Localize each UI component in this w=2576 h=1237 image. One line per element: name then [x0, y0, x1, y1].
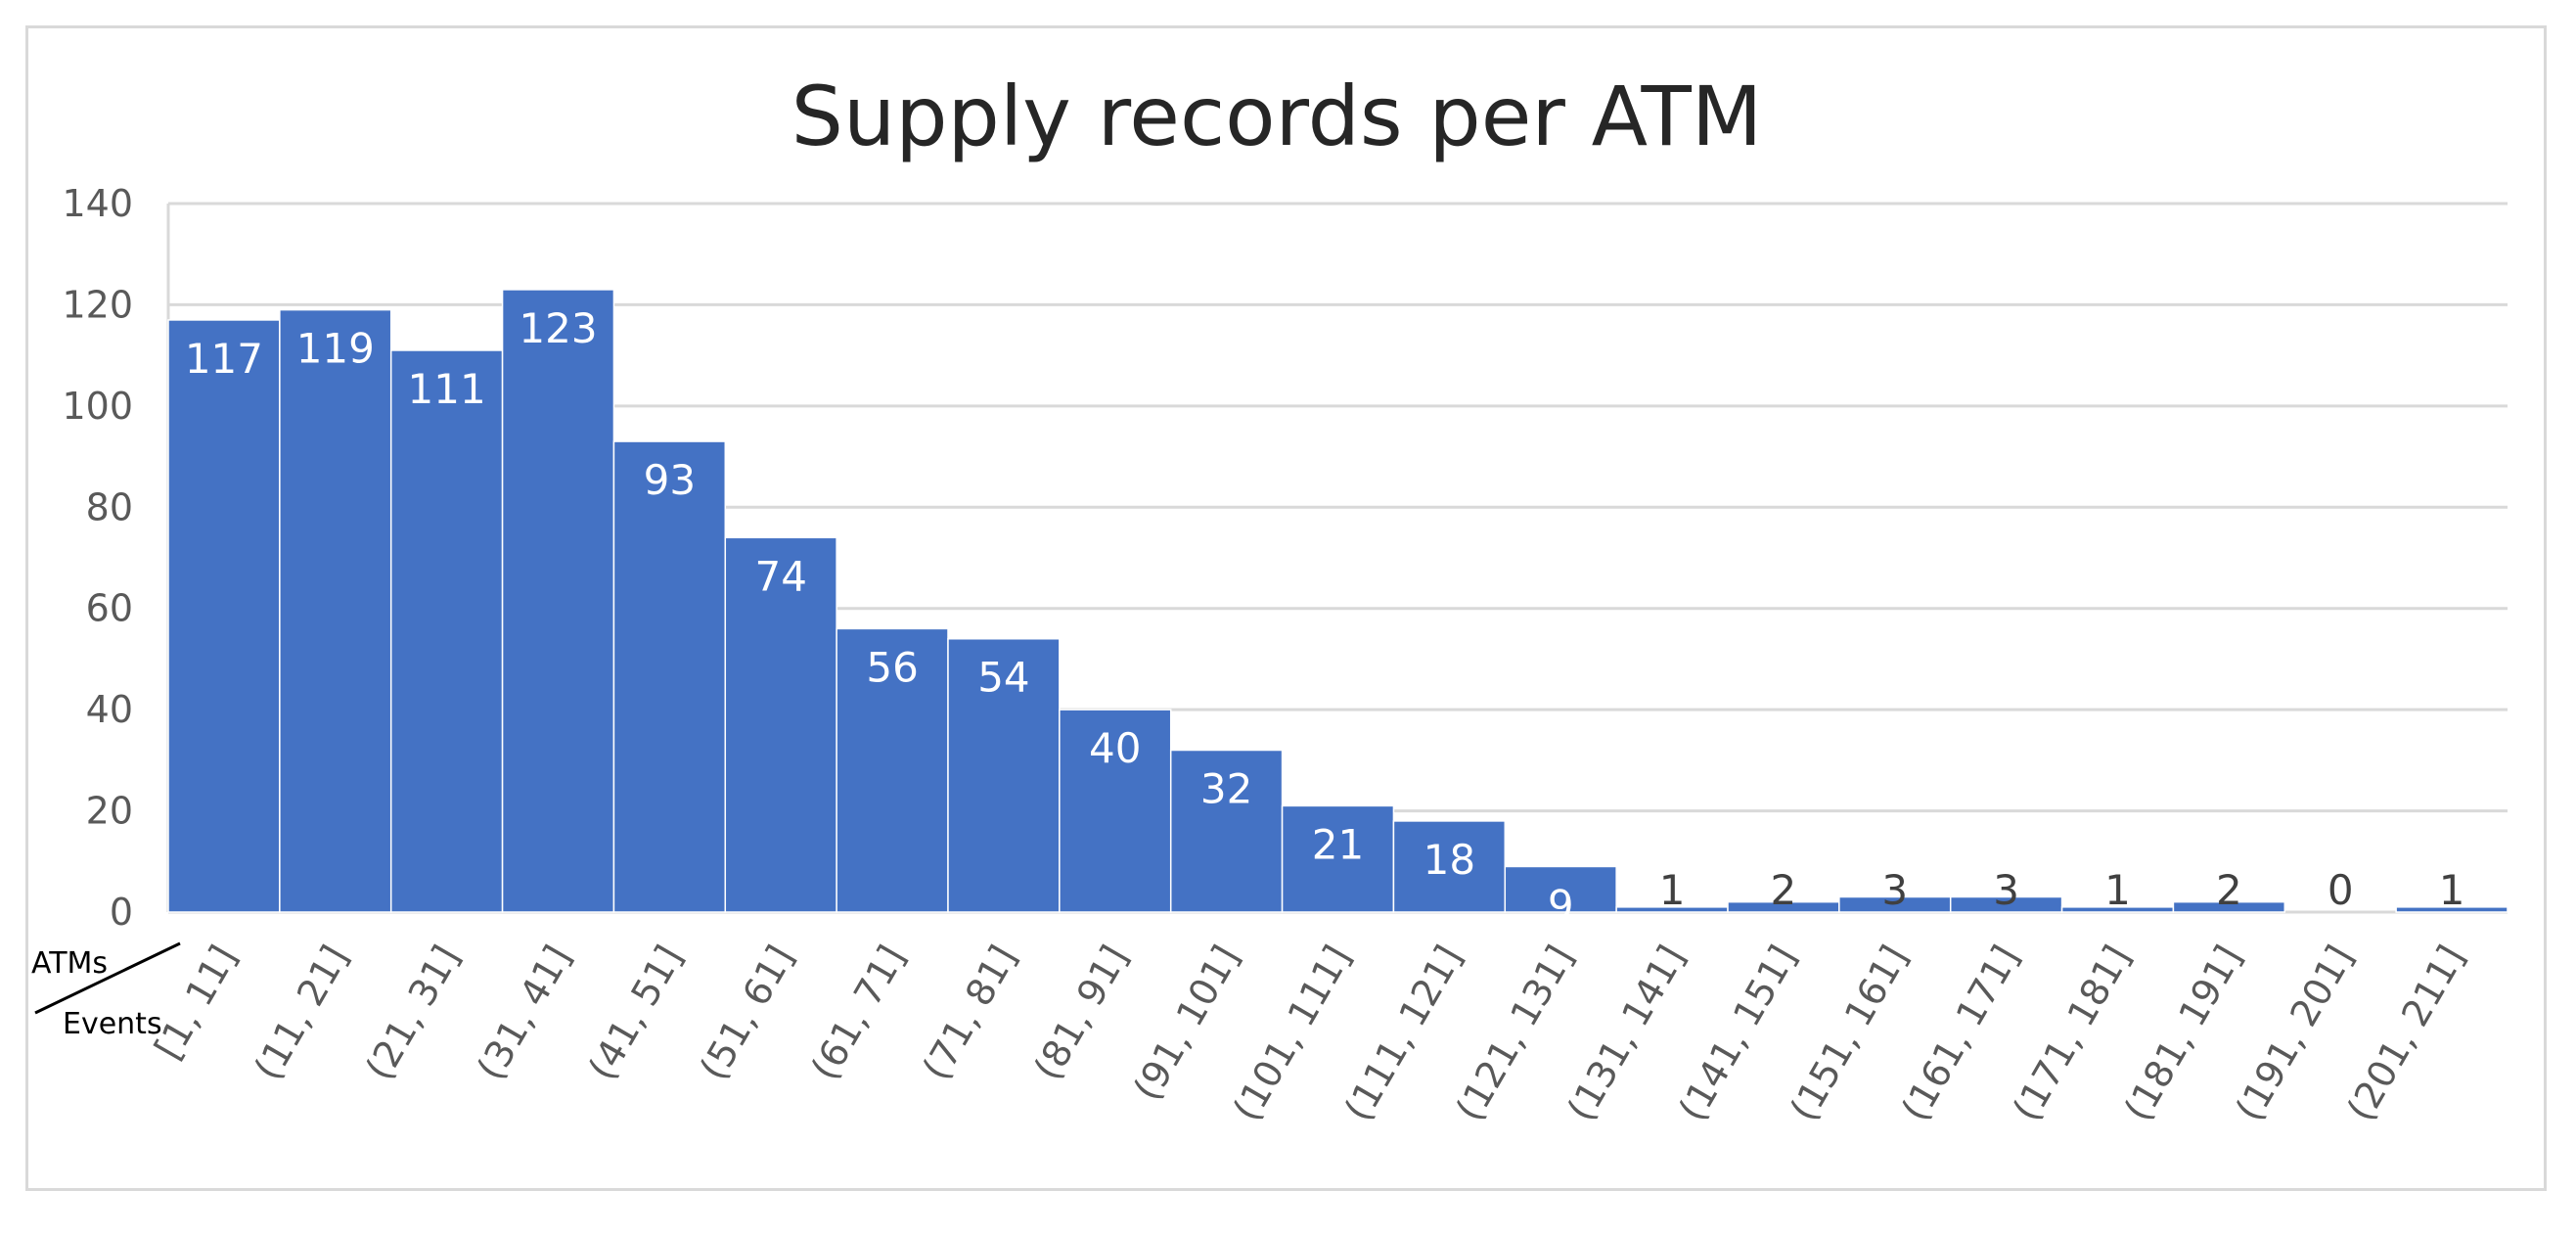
data-label: 1 [2439, 866, 2465, 914]
y-axis-ticks: 0 20 40 60 80 100 120 140 [62, 182, 133, 934]
bar-18 [2172, 900, 2286, 913]
data-label: 1 [1659, 866, 1686, 914]
bar-3 [501, 289, 615, 913]
bar-1 [279, 308, 392, 913]
bar-0 [167, 319, 281, 913]
y-tick-label: 80 [86, 485, 133, 528]
y-tick-label: 40 [86, 688, 133, 731]
data-label: 2 [2216, 866, 2242, 914]
data-label: 3 [1993, 866, 2019, 914]
data-label: 74 [754, 552, 806, 600]
bar-12 [1504, 865, 1617, 913]
corner-diagonal-line [34, 941, 181, 1015]
x-tick-label: (61, 71] [803, 939, 914, 1087]
x-tick-label: [1, 11] [146, 939, 245, 1067]
corner-label-atms: ATMs [31, 946, 108, 981]
x-tick-label: (11, 21] [246, 939, 356, 1087]
data-label: 119 [296, 325, 375, 373]
data-label: 56 [866, 643, 918, 691]
data-label: 54 [977, 654, 1029, 702]
x-tick-label: (51, 61] [692, 939, 802, 1087]
y-tick-label: 120 [62, 283, 133, 326]
corner-header: ATMs Events [31, 941, 181, 1041]
data-label: 18 [1424, 836, 1475, 884]
x-tick-label: (71, 81] [914, 939, 1024, 1087]
data-label: 93 [644, 456, 696, 504]
x-tick-label: (41, 51] [580, 939, 691, 1087]
bar-9 [1169, 749, 1284, 913]
y-tick-label: 60 [86, 587, 133, 630]
x-tick-label: (91, 101] [1125, 939, 1247, 1108]
bar-6 [836, 627, 949, 913]
bar-2 [389, 349, 504, 913]
data-label: 0 [2327, 866, 2354, 914]
y-tick-label: 0 [110, 891, 133, 934]
data-label: 117 [185, 335, 263, 383]
chart-title: Supply records per ATM [791, 69, 1763, 164]
data-label: 32 [1200, 765, 1252, 813]
data-label: 1 [2104, 866, 2131, 914]
data-label: 2 [1771, 866, 1797, 914]
x-axis-ticks: [1, 11] (11, 21] (21, 31] (31, 41] (41, 51](… [146, 938, 2472, 1127]
bar-11 [1392, 820, 1507, 913]
bar-10 [1281, 804, 1395, 913]
y-tick-label: 140 [62, 182, 133, 225]
data-label: 111 [408, 365, 486, 413]
x-tick-label: (81, 91] [1025, 939, 1136, 1087]
bar-20 [2395, 906, 2508, 913]
x-tick-label: (31, 41] [469, 939, 579, 1087]
y-tick-label: 100 [62, 385, 133, 428]
x-tick-label: (201, 211] [2338, 939, 2473, 1128]
bar-4 [612, 440, 727, 913]
bar-16 [1949, 895, 2063, 913]
y-tick-label: 20 [86, 790, 133, 833]
data-label: 9 [1548, 881, 1574, 929]
data-label: 123 [519, 304, 597, 352]
data-label: 21 [1312, 820, 1364, 868]
x-tick-label: (21, 31] [357, 939, 468, 1087]
bars [167, 289, 2508, 913]
bar-5 [724, 536, 837, 913]
bar-8 [1059, 709, 1172, 913]
corner-label-events: Events [63, 1007, 162, 1041]
data-label: 40 [1089, 724, 1141, 772]
data-label: 3 [1881, 866, 1908, 914]
bar-7 [947, 637, 1061, 913]
